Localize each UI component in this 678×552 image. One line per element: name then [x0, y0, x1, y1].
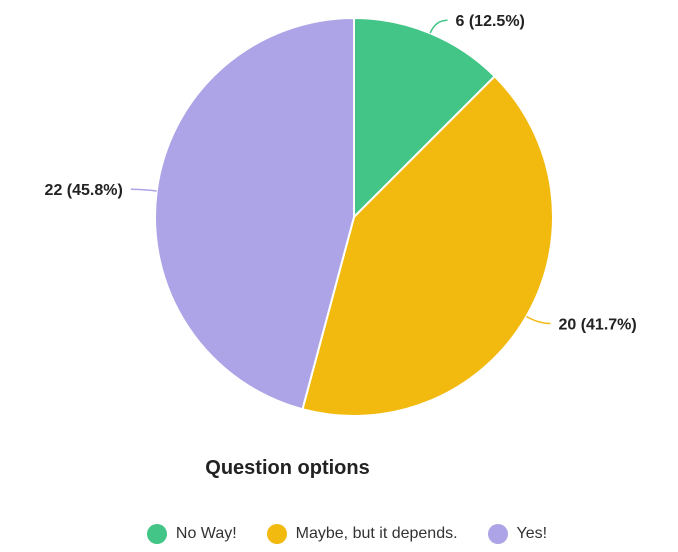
legend-label: Maybe, but it depends. — [295, 525, 458, 542]
chart-title: Question options — [205, 457, 370, 479]
pie-slice-2[interactable] — [154, 16, 355, 411]
legend-label: Yes! — [516, 525, 548, 542]
data-label-2: 22 (45.8%) — [45, 182, 123, 199]
legend-item-no-way[interactable]: No Way! — [146, 524, 237, 544]
pie-slice-0[interactable] — [353, 16, 497, 220]
label-leader-line-1 — [525, 315, 551, 325]
data-label-0: 6 (12.5%) — [456, 13, 525, 30]
label-leader-line-0 — [429, 19, 448, 34]
legend-swatch — [266, 524, 287, 544]
label-leader-line-2 — [130, 188, 157, 192]
legend-swatch — [146, 524, 167, 544]
legend-label: No Way! — [175, 525, 237, 542]
legend-item-yes[interactable]: Yes! — [487, 524, 548, 544]
legend: No Way! Maybe, but it depends. Yes! — [0, 520, 678, 548]
pie-slice-1[interactable] — [301, 74, 554, 417]
legend-swatch — [487, 524, 508, 544]
data-label-1: 20 (41.7%) — [558, 317, 636, 334]
legend-item-maybe[interactable]: Maybe, but it depends. — [266, 524, 458, 544]
